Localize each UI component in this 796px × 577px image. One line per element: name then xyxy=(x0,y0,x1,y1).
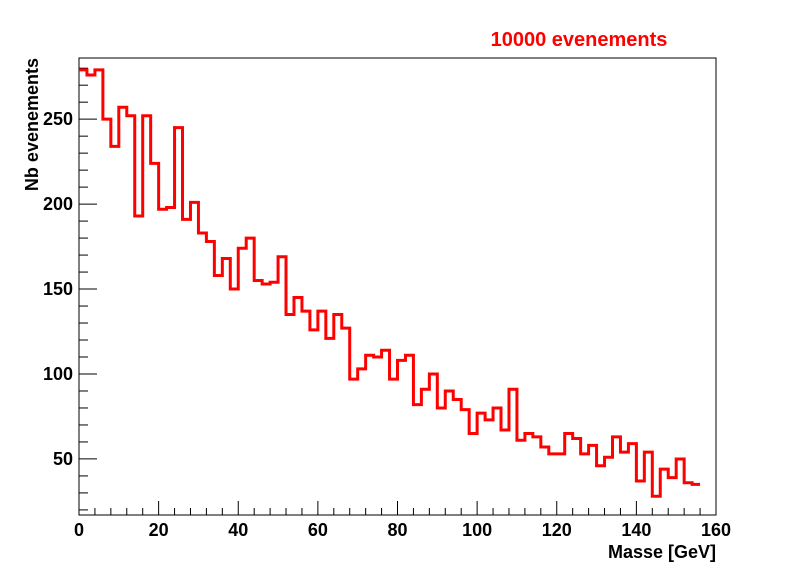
x-tick-label: 20 xyxy=(149,520,169,540)
histogram-series-line xyxy=(79,68,701,498)
x-tick-label: 80 xyxy=(387,520,407,540)
y-tick-label: 200 xyxy=(43,194,73,214)
y-tick-label: 100 xyxy=(43,364,73,384)
x-tick-label: 40 xyxy=(228,520,248,540)
x-axis-label: Masse [GeV] xyxy=(608,542,716,562)
axis-ticks xyxy=(78,67,717,515)
x-tick-label: 120 xyxy=(542,520,572,540)
x-tick-label: 0 xyxy=(74,520,84,540)
y-tick-label: 50 xyxy=(53,449,73,469)
x-tick-label: 100 xyxy=(462,520,492,540)
x-tick-label: 160 xyxy=(701,520,731,540)
y-tick-label: 250 xyxy=(43,109,73,129)
chart-title: 10000 evenements xyxy=(491,29,668,51)
axis-tick-labels: 0 20 40 60 80 100 120 140 160 50 100 150 200 250 xyxy=(43,109,731,540)
x-tick-label: 140 xyxy=(621,520,651,540)
x-tick-label: 60 xyxy=(308,520,328,540)
y-tick-label: 150 xyxy=(43,279,73,299)
y-axis-label: Nb evenements xyxy=(22,58,42,191)
